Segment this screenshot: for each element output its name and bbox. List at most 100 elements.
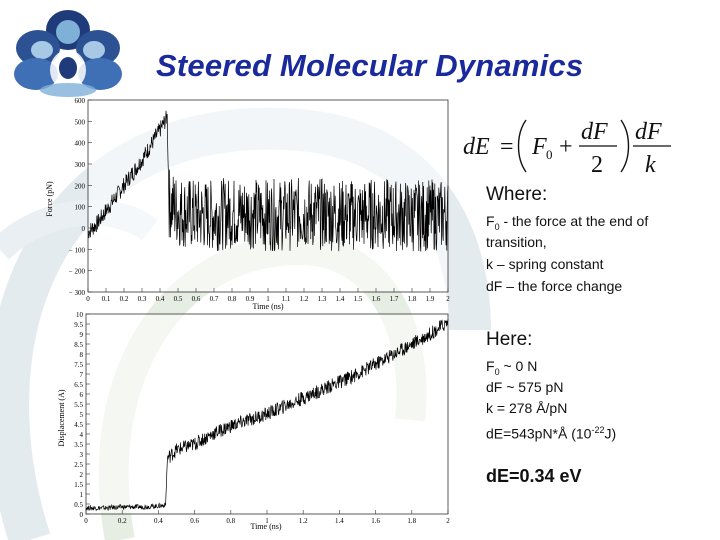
force-ylabel: Force (pN) — [45, 181, 54, 217]
x-tick-label: 2 — [446, 517, 450, 525]
y-tick-label: 6.5 — [74, 381, 83, 389]
y-tick-label: 8 — [80, 351, 84, 359]
y-tick-label: 1 — [80, 491, 84, 499]
x-tick-label: 1 — [265, 517, 269, 525]
displacement-series-line — [85, 319, 449, 512]
y-tick-label: − 100 — [69, 246, 86, 254]
x-tick-label: 1.6 — [371, 517, 380, 525]
y-tick-label: 0.5 — [74, 501, 83, 509]
y-tick-label: 9 — [80, 331, 84, 339]
x-tick-label: 1.2 — [299, 517, 308, 525]
y-tick-label: 10 — [76, 311, 84, 319]
y-tick-label: 0 — [80, 511, 84, 519]
y-tick-label: 9.5 — [74, 321, 83, 329]
y-tick-label: 0 — [82, 225, 86, 233]
x-tick-label: 1.4 — [336, 295, 345, 303]
formula-f0: F — [531, 134, 547, 160]
y-tick-label: 4 — [80, 431, 84, 439]
formula-plus: + — [559, 134, 573, 160]
y-tick-label: 2 — [80, 471, 84, 479]
formula-den1: 2 — [591, 152, 603, 178]
y-tick-label: 3.5 — [74, 441, 83, 449]
displacement-ylabel: Displacement (A) — [57, 389, 66, 446]
x-tick-label: 0.8 — [228, 295, 237, 303]
x-tick-label: 0 — [86, 295, 90, 303]
x-tick-label: 0.4 — [156, 295, 165, 303]
x-tick-label: 1.9 — [426, 295, 435, 303]
y-tick-label: 6 — [80, 391, 84, 399]
where-f0-subscript: 0 — [494, 221, 500, 232]
y-tick-label: 600 — [75, 97, 86, 105]
y-tick-label: − 300 — [69, 289, 86, 297]
here-line-df: dF ~ 575 pN — [486, 379, 564, 395]
formula-f0-sub: 0 — [546, 147, 553, 162]
y-tick-label: 2.5 — [74, 461, 83, 469]
x-tick-label: 1.7 — [390, 295, 399, 303]
formula-left-paren — [517, 119, 527, 173]
y-tick-label: 200 — [75, 182, 86, 190]
flower-logo — [14, 10, 122, 97]
slide-title: Steered Molecular Dynamics — [156, 48, 584, 83]
x-tick-label: 0.4 — [154, 517, 163, 525]
where-f0-text: - the force at the end of — [499, 213, 649, 229]
where-line-f0: F0 - the force at the end of — [486, 211, 648, 238]
y-tick-label: 3 — [80, 451, 84, 459]
displacement-chart: Displacement (A) 109.598.587.576.565.554… — [57, 311, 450, 531]
result-energy: dE=0.34 eV — [486, 466, 582, 486]
x-tick-label: 0.9 — [246, 295, 255, 303]
x-tick-label: 0.3 — [138, 295, 147, 303]
x-tick-label: 0.6 — [192, 295, 201, 303]
x-tick-label: 0 — [84, 517, 88, 525]
force-chart: Force (pN) 600 500 400 300 200 100 0 − 100 − 200… — [45, 97, 450, 311]
here-f0-text: ~ 0 N — [499, 358, 538, 374]
x-tick-label: 1.1 — [282, 295, 291, 303]
x-tick-label: 1.5 — [354, 295, 363, 303]
force-xlabel: Time (ns) — [252, 302, 283, 311]
here-de-superscript: -22 — [591, 425, 605, 435]
formula-right-paren — [620, 119, 630, 173]
y-tick-label: 1.5 — [74, 481, 83, 489]
x-tick-label: 2 — [446, 295, 450, 303]
y-tick-label: 4.5 — [74, 421, 83, 429]
here-line-k: k = 278 Å/pN — [486, 400, 568, 416]
displacement-xlabel: Time (ns) — [250, 522, 281, 531]
where-line-transition: transition, — [486, 234, 547, 250]
here-de-unit: J) — [604, 425, 617, 442]
y-tick-label: 8.5 — [74, 341, 83, 349]
y-tick-label: 7 — [80, 371, 84, 379]
x-tick-label: 0.7 — [210, 295, 219, 303]
formula-num1: dF — [581, 119, 608, 145]
y-tick-label: 500 — [75, 118, 86, 126]
y-tick-label: 5.5 — [74, 401, 83, 409]
here-de-text: dE=543pN*Å (10 — [486, 425, 592, 442]
x-tick-label: 0.5 — [174, 295, 183, 303]
energy-formula: dE = F 0 + dF 2 dF k — [463, 119, 671, 178]
x-tick-label: 1.2 — [300, 295, 309, 303]
y-tick-label: 5 — [80, 411, 84, 419]
where-heading: Where: — [486, 184, 548, 205]
x-tick-label: 1.4 — [335, 517, 344, 525]
formula-num2: dF — [635, 119, 662, 145]
y-tick-label: 400 — [75, 140, 86, 148]
x-tick-label: 0.2 — [120, 295, 129, 303]
here-line-f0: F0 ~ 0 N — [486, 356, 537, 383]
where-f0-symbol: F — [486, 213, 495, 229]
y-tick-label: 7.5 — [74, 361, 83, 369]
formula-eq: = — [500, 134, 514, 160]
where-line-df: dF – the force change — [486, 278, 623, 294]
y-tick-label: − 200 — [69, 268, 86, 276]
x-tick-label: 0.8 — [226, 517, 235, 525]
here-f0-symbol: F — [486, 358, 495, 374]
x-tick-label: 1.3 — [318, 295, 327, 303]
x-tick-label: 0.6 — [190, 517, 199, 525]
here-f0-subscript: 0 — [494, 366, 500, 377]
x-tick-label: 0.2 — [118, 517, 127, 525]
here-heading: Here: — [486, 329, 533, 350]
where-line-k: k – spring constant — [486, 256, 604, 272]
force-series-line — [87, 110, 449, 252]
x-tick-label: 1 — [266, 295, 270, 303]
x-tick-label: 0.1 — [102, 295, 111, 303]
y-tick-label: 100 — [75, 204, 86, 212]
formula-den2: k — [645, 152, 656, 178]
formula-lhs: dE — [463, 134, 490, 160]
